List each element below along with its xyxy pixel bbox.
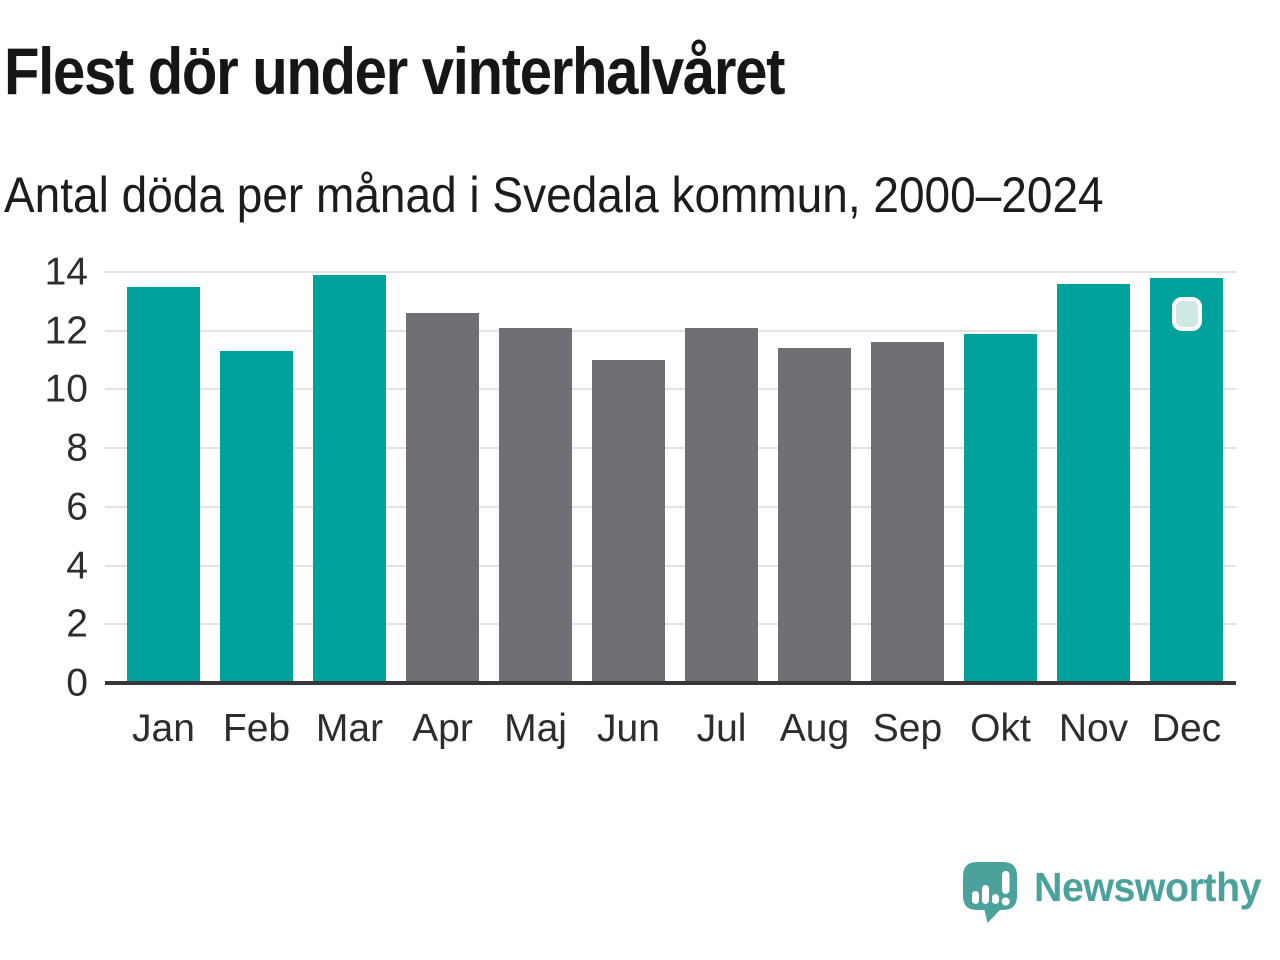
- bar-jan: [127, 286, 200, 683]
- y-tick-label-2: 2: [66, 602, 88, 646]
- gridline-4: [105, 564, 1236, 567]
- gridline-12: [105, 329, 1236, 332]
- y-tick-label-14: 14: [44, 250, 88, 294]
- plot-area: [105, 271, 1236, 685]
- y-axis: 0 2 4 6 8 10 12 14: [0, 253, 90, 703]
- x-tick-label-aug: Aug: [779, 707, 850, 750]
- x-tick-label-nov: Nov: [1058, 707, 1129, 750]
- bar-nov: [1057, 283, 1130, 683]
- bar-sep: [871, 342, 944, 683]
- newsworthy-logo-icon: [962, 862, 1017, 923]
- x-tick-label-okt: Okt: [970, 707, 1031, 750]
- x-tick-label-apr: Apr: [412, 707, 473, 750]
- gridline-2: [105, 623, 1236, 626]
- bar-mar: [313, 274, 386, 683]
- bar-apr: [406, 313, 479, 683]
- x-tick-label-jun: Jun: [597, 707, 660, 750]
- newsworthy-branding: Newsworthy: [961, 860, 1271, 924]
- bar-series: [105, 272, 1236, 683]
- x-tick-label-jul: Jul: [696, 707, 747, 750]
- x-tick-label-dec: Dec: [1151, 707, 1222, 750]
- x-tick-label-mar: Mar: [315, 707, 384, 750]
- bar-marker-icon[interactable]: [1171, 296, 1202, 331]
- x-axis-line: [105, 681, 1236, 685]
- x-tick-label-maj: Maj: [504, 707, 567, 750]
- x-tick-label-sep: Sep: [872, 707, 943, 750]
- chart-title: Flest dör under vinterhalvåret: [4, 34, 786, 108]
- bar-jul: [685, 327, 758, 683]
- y-tick-label-6: 6: [66, 485, 88, 529]
- y-tick-label-12: 12: [44, 309, 88, 353]
- y-tick-label-8: 8: [66, 426, 88, 470]
- newsworthy-logo-text: Newsworthy: [1033, 863, 1262, 910]
- gridline-14: [105, 271, 1236, 273]
- bar-okt: [964, 333, 1037, 683]
- bar-aug: [778, 348, 851, 683]
- y-tick-label-4: 4: [66, 544, 88, 588]
- chart-subtitle: Antal döda per månad i Svedala kommun, 2…: [4, 167, 1104, 223]
- gridline-6: [105, 505, 1236, 508]
- gridline-8: [105, 447, 1236, 450]
- bar-jun: [592, 360, 665, 683]
- x-tick-label-feb: Feb: [222, 707, 291, 750]
- bar-feb: [220, 351, 293, 683]
- bar-maj: [499, 327, 572, 683]
- y-tick-label-0: 0: [66, 661, 88, 705]
- y-tick-label-10: 10: [44, 367, 88, 411]
- gridline-10: [105, 388, 1236, 391]
- x-tick-label-jan: Jan: [132, 707, 195, 750]
- bar-dec: [1150, 277, 1223, 683]
- x-axis: Jan Feb Mar Apr Maj Jun Jul Aug Sep Okt Nov Dec: [105, 707, 1236, 751]
